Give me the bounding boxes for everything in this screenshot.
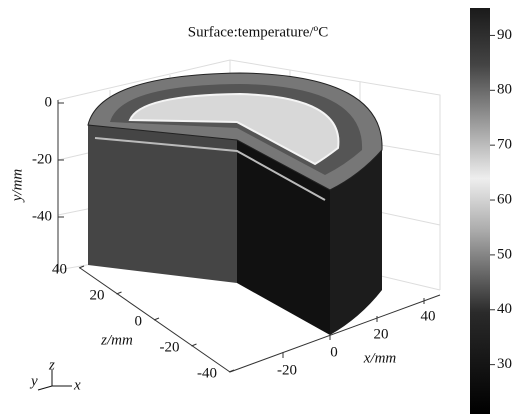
- x-tick-label: -20: [277, 362, 297, 378]
- x-axis-label: x/mm: [363, 350, 397, 366]
- triad-label: y: [29, 373, 38, 389]
- cylinder: [88, 73, 382, 335]
- colorbar-tick-label: 90: [497, 27, 512, 43]
- z-tick-label: -40: [197, 365, 217, 381]
- z-tick-label: 20: [90, 287, 105, 303]
- x-tick-label: 0: [330, 344, 338, 360]
- y-tick-label: -40: [32, 208, 52, 224]
- z-tick-label: 0: [135, 313, 143, 329]
- chart-title: Surface:temperature/ºC: [188, 24, 328, 40]
- z-tick: [192, 344, 197, 346]
- triad: y z x: [29, 357, 81, 393]
- y-axis-label: y/mm: [9, 169, 25, 204]
- z-tick: [117, 292, 122, 294]
- z-axis-label: z/mm: [100, 332, 133, 348]
- colorbar: [470, 8, 490, 414]
- colorbar-tick-label: 60: [497, 191, 512, 207]
- x-tick-label: 20: [374, 326, 389, 342]
- y-tick-label: 0: [45, 94, 53, 110]
- y-tick-label: -20: [32, 151, 52, 167]
- colorbar-tick-label: 80: [497, 82, 512, 98]
- triad-label: z: [48, 357, 55, 373]
- z-tick-label: -20: [160, 339, 180, 355]
- colorbar-tick-label: 40: [497, 301, 512, 317]
- triad-label: x: [73, 377, 81, 393]
- colorbar-tick-label: 70: [497, 137, 512, 153]
- z-tick: [154, 318, 159, 320]
- z-tick-label: 40: [52, 261, 67, 277]
- chart: Surface:temperature/ºC y/mm z/mm x/mm y …: [0, 0, 516, 414]
- colorbar-tick-label: 50: [497, 246, 512, 262]
- colorbar-tick-label: 30: [497, 356, 512, 372]
- x-tick-label: 40: [421, 308, 436, 324]
